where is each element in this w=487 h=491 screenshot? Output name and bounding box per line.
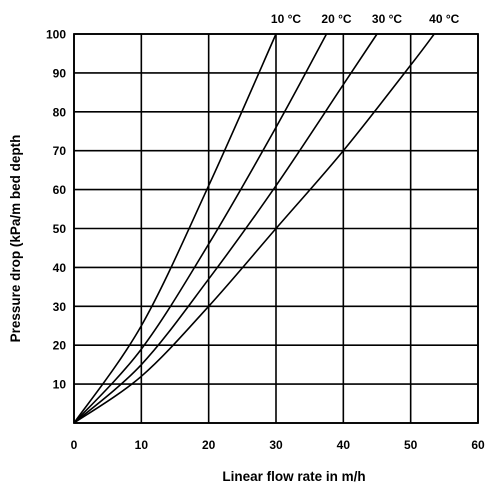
series-label-0: 10 °C (271, 12, 301, 26)
y-tick-label: 70 (53, 144, 67, 158)
y-axis-title: Pressure drop (kPa/m bed depth (8, 135, 23, 343)
series-lines (73, 33, 435, 424)
series-labels: 10 °C 20 °C 30 °C 40 °C (271, 12, 460, 26)
series-line-0 (73, 33, 277, 424)
series-line-1 (73, 33, 328, 424)
x-tick-label: 0 (71, 438, 78, 452)
series-label-1: 20 °C (321, 12, 351, 26)
y-tick-label: 20 (53, 339, 67, 353)
series-label-2: 30 °C (372, 12, 402, 26)
plot-frame (73, 33, 479, 424)
y-tick-label: 10 (53, 378, 67, 392)
y-tick-label: 100 (46, 28, 66, 42)
series-line-3 (73, 33, 435, 424)
y-tick-labels: 10 20 30 40 50 60 70 80 90 100 (46, 28, 66, 392)
x-tick-label: 40 (337, 438, 351, 452)
x-axis-title: Linear flow rate in m/h (222, 469, 365, 484)
y-tick-label: 50 (53, 222, 67, 236)
series-label-3: 40 °C (429, 12, 459, 26)
x-tick-label: 10 (135, 438, 149, 452)
x-tick-labels: 0 10 20 30 40 50 60 (71, 438, 485, 452)
y-tick-label: 60 (53, 183, 67, 197)
x-tick-label: 60 (471, 438, 485, 452)
y-tick-label: 80 (53, 105, 67, 119)
x-tick-label: 30 (269, 438, 283, 452)
series-line-2 (73, 33, 378, 424)
x-tick-label: 20 (202, 438, 216, 452)
y-tick-label: 90 (53, 66, 67, 80)
y-tick-label: 40 (53, 261, 67, 275)
x-tick-label: 50 (404, 438, 418, 452)
y-tick-label: 30 (53, 300, 67, 314)
